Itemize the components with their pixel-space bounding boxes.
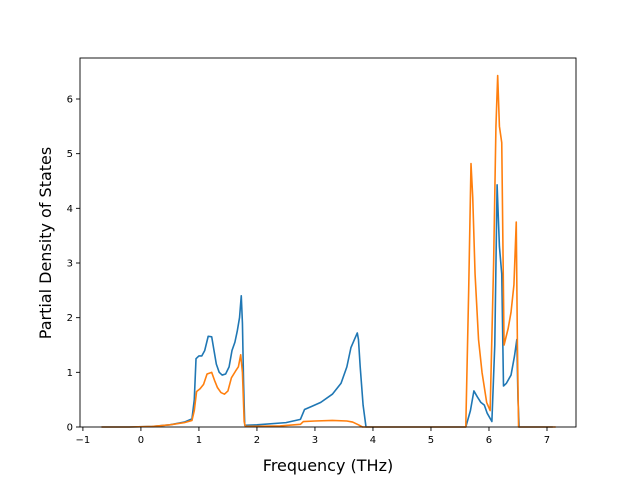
x-tick-label: 7 xyxy=(544,435,550,446)
x-tick-label: 0 xyxy=(138,435,144,446)
y-tick-label: 1 xyxy=(67,368,73,379)
y-ticks: 0 1 2 3 4 5 6 xyxy=(67,95,80,434)
y-tick-label: 2 xyxy=(67,313,73,324)
series-line-2 xyxy=(101,74,556,428)
x-ticks: −1 0 1 2 3 4 5 6 7 xyxy=(76,427,550,446)
y-tick-label: 0 xyxy=(67,423,73,434)
x-tick-label: 2 xyxy=(254,435,260,446)
y-tick-label: 5 xyxy=(67,149,73,160)
series-line-1 xyxy=(101,184,553,428)
x-tick-label: 4 xyxy=(370,435,376,446)
x-tick-label: 5 xyxy=(428,435,434,446)
x-tick-label: 3 xyxy=(312,435,318,446)
y-axis-label: Partial Density of States xyxy=(36,147,55,339)
x-tick-label: −1 xyxy=(76,435,91,446)
series-layer xyxy=(101,74,556,428)
x-tick-label: 1 xyxy=(196,435,202,446)
x-axis-label: Frequency (THz) xyxy=(263,456,393,475)
y-tick-label: 3 xyxy=(67,259,73,270)
y-tick-label: 4 xyxy=(67,204,73,215)
y-tick-label: 6 xyxy=(67,95,73,106)
axes-frame xyxy=(79,57,577,428)
x-tick-label: 6 xyxy=(486,435,492,446)
